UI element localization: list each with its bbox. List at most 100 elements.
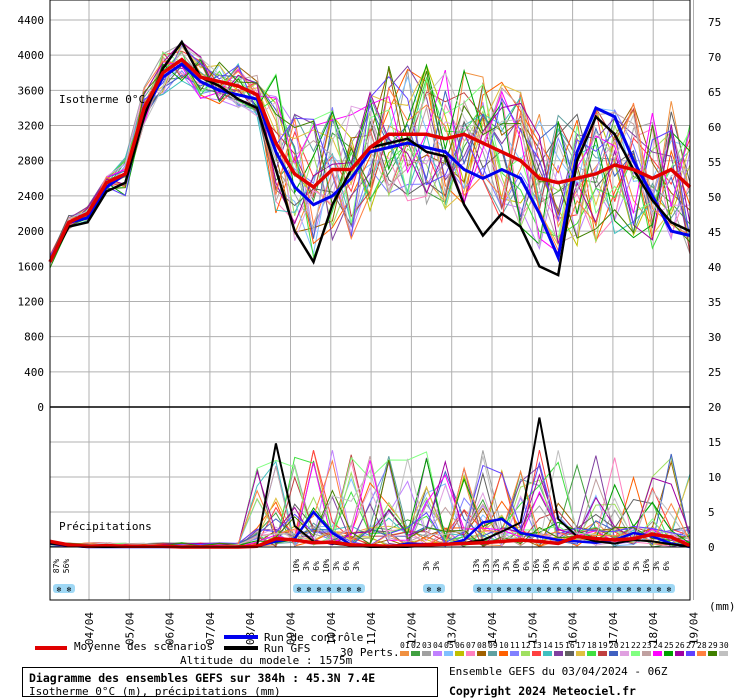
snow-band [293,584,365,593]
perturbation-swatch [488,651,497,656]
snowflake-icon: ❄ [637,585,642,594]
right-top-tick-label: 55 [708,156,721,169]
snowflake-icon: ❄ [317,585,322,594]
precip-label: Précipitations [59,520,152,533]
perturbation-swatch [422,651,431,656]
right-top-tick-label: 70 [708,51,721,64]
right-top-tick-label: 45 [708,226,721,239]
legend-ctrl-label: Run de contrôle [264,631,364,644]
snow-band [473,584,675,593]
plot-frame [49,0,691,601]
left-tick-label: 4000 [18,49,45,62]
snow-percent-label: 3% [632,561,641,571]
legend-perts-label: 30 Perts. [340,646,400,659]
snow-percent-label: 6% [622,561,631,571]
info-box: Diagramme des ensembles GEFS sur 384h : … [22,667,438,698]
perturbation-legend: 01 02 03 04 05 06 07 08 09 10 11 12 13 14 15 16 17 18 19 20… [35,635,729,656]
isotherm-label: Isotherme 0°C [59,93,145,106]
day-tick-label: 11/04 [365,612,378,645]
series-line-2 [48,39,691,277]
snow-band [53,584,75,593]
right-top-tick-label: 60 [708,121,721,134]
snowflake-icon: ❄ [357,585,362,594]
perturbation-swatch [697,651,706,656]
perturbation-number: 30 [719,641,729,650]
snowflake-icon: ❄ [297,585,302,594]
perturbation-swatch [631,651,640,656]
perturbation-swatch [400,651,409,656]
perturbation-swatch [477,651,486,656]
info-subtitle: Isotherme 0°C (m), précipitations (mm) [29,685,281,698]
day-tick-label: 12/04 [405,612,418,645]
snowflake-icon: ❄ [537,585,542,594]
left-tick-label: 2400 [18,190,45,203]
perturbation-number: 24 [653,641,663,650]
snowflake-icon: ❄ [497,585,502,594]
day-tick-label: 14/04 [486,612,499,645]
main-series [48,39,692,277]
perturbation-swatch [664,651,673,656]
snowflake-icon: ❄ [507,585,512,594]
day-tick-label: 13/04 [446,612,459,645]
perturbation-number: 20 [609,641,619,650]
perturbation-swatch [466,651,475,656]
unit-label: (mm) [709,600,736,613]
perturbation-number: 04 [433,641,443,650]
snowflake-icon: ❄ [567,585,572,594]
perturbation-swatch [653,651,662,656]
legend-gfs-label: Run GFS [264,642,311,655]
run-label: Ensemble GEFS du 03/04/2024 - 06Z [449,665,668,678]
perturbation-swatch [565,651,574,656]
left-tick-label: 400 [24,366,44,379]
snow-percent-label: 16% [542,559,551,574]
perturbation-number: 10 [499,641,509,650]
snowflake-icon: ❄ [587,585,592,594]
perturbation-swatch [708,651,717,656]
perturbation-number: 19 [598,641,608,650]
snow-percent-label: 3% [352,561,361,571]
perturbation-number: 14 [543,641,553,650]
perturbation-swatch [411,651,420,656]
perturbation-number: 03 [422,641,432,650]
snowflake-icon: ❄ [617,585,622,594]
snow-percent-label: 6% [602,561,611,571]
perturbation-swatch [499,651,508,656]
snow-band [423,584,445,593]
legend-mean-label: Moyenne des scénarios [74,640,214,653]
perturbation-series [49,40,691,269]
snowflake-icon: ❄ [597,585,602,594]
snow-percent-label: 6% [582,561,591,571]
snow-percent-label: 3% [422,561,431,571]
day-tick-label: 08/04 [244,612,257,645]
snow-percent-label: 87% [52,559,61,574]
perturbation-swatch [686,651,695,656]
perturbation-number: 07 [466,641,476,650]
snowflake-icon: ❄ [557,585,562,594]
snow-percent-label: 3% [432,561,441,571]
snow-percent-label: 13% [472,559,481,574]
left-tick-label: 2800 [18,155,45,168]
right-top-tick-label: 35 [708,296,721,309]
perturbation-number: 27 [686,641,696,650]
snowflake-icon: ❄ [657,585,662,594]
perturbation-number: 16 [565,641,575,650]
left-tick-label: 800 [24,331,44,344]
series-line-1 [48,62,691,263]
left-tick-label: 4400 [18,14,45,27]
snowflake-icon: ❄ [437,585,442,594]
perturbation-swatch [543,651,552,656]
day-tick-label: 05/04 [123,612,136,645]
info-title: Diagramme des ensembles GEFS sur 384h : … [29,671,376,685]
snowflake-icon: ❄ [607,585,612,594]
perturbation-swatch [598,651,607,656]
right-top-tick-label: 25 [708,366,721,379]
right-top-tick-label: 50 [708,191,721,204]
day-tick-label: 07/04 [204,612,217,645]
day-tick-label: 18/04 [647,612,660,645]
snow-percent-label: 3% [552,561,561,571]
right-bottom-tick-label: 5 [708,506,715,519]
snow-percent-label: 6% [342,561,351,571]
snowflake-icon: ❄ [627,585,632,594]
left-tick-label: 0 [37,401,44,414]
snowflake-icon: ❄ [427,585,432,594]
